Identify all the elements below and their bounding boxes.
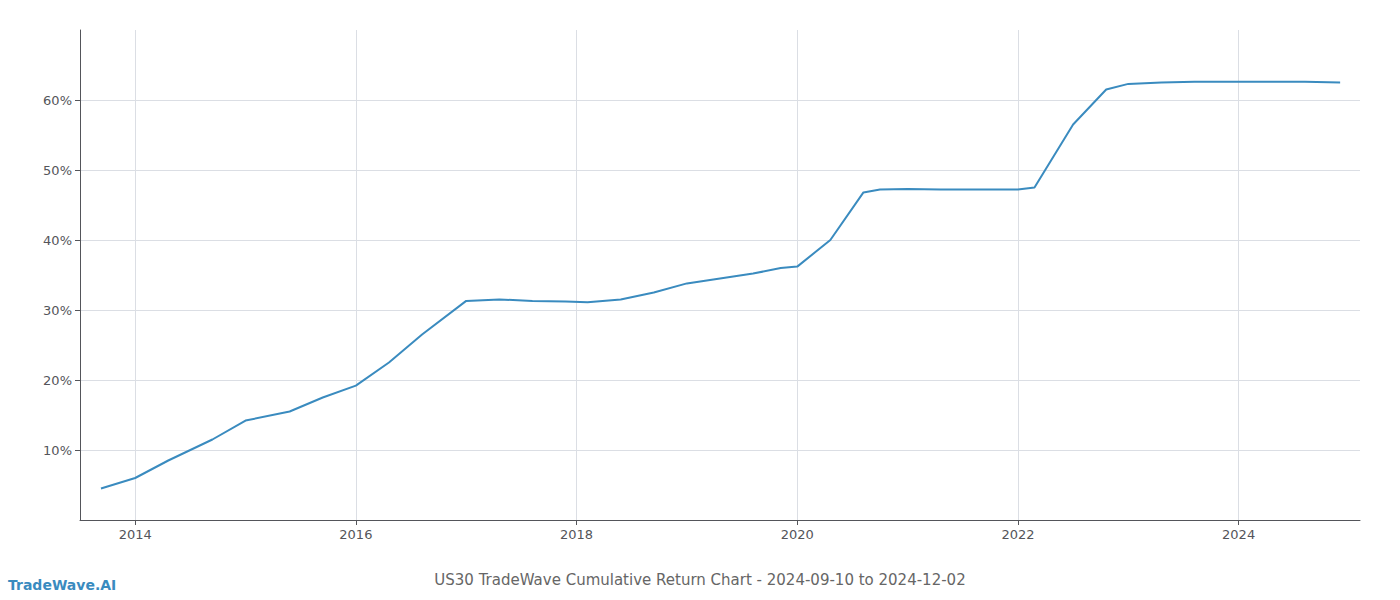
svg-text:2024: 2024 <box>1222 527 1255 542</box>
svg-text:2022: 2022 <box>1001 527 1034 542</box>
svg-text:30%: 30% <box>43 303 72 318</box>
svg-text:10%: 10% <box>43 443 72 458</box>
svg-text:50%: 50% <box>43 163 72 178</box>
svg-text:40%: 40% <box>43 233 72 248</box>
svg-text:2018: 2018 <box>560 527 593 542</box>
svg-text:TradeWave.AI: TradeWave.AI <box>8 577 116 593</box>
svg-text:2016: 2016 <box>339 527 372 542</box>
svg-text:US30 TradeWave Cumulative Retu: US30 TradeWave Cumulative Return Chart -… <box>434 571 965 589</box>
svg-text:2014: 2014 <box>119 527 152 542</box>
svg-text:20%: 20% <box>43 373 72 388</box>
svg-text:2020: 2020 <box>781 527 814 542</box>
svg-text:60%: 60% <box>43 93 72 108</box>
